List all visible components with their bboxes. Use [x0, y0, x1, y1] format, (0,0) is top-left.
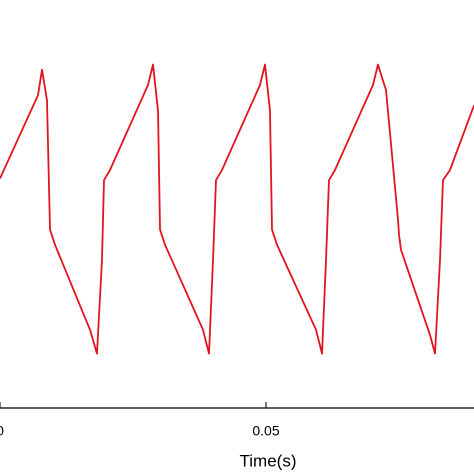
x-tick-label: 0: [0, 423, 4, 439]
x-tick-label: 0.05: [252, 423, 279, 439]
x-axis-label: Time(s): [240, 451, 297, 470]
line-series: [0, 63, 474, 355]
